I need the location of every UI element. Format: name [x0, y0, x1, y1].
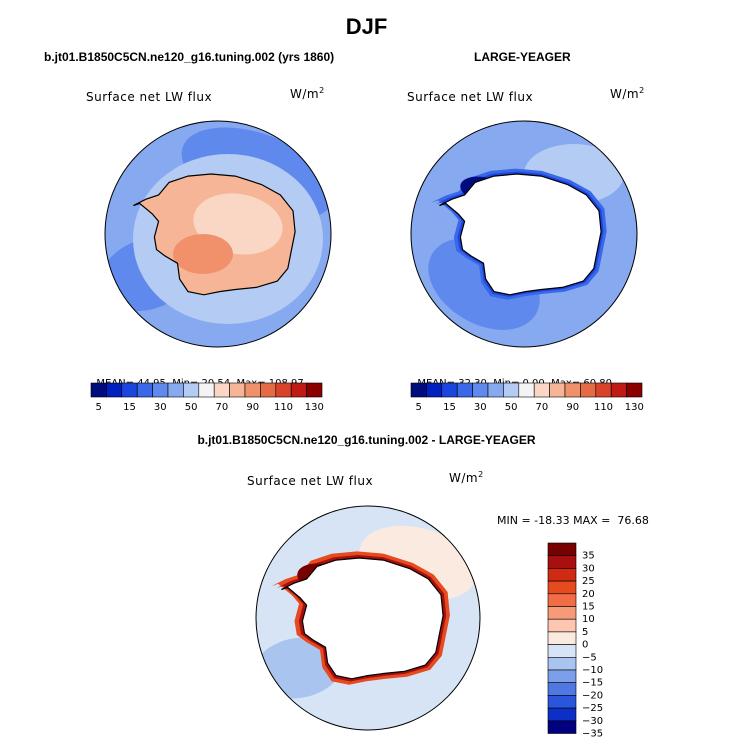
right-colorbar-tick-label: 50: [505, 402, 518, 413]
diff-colorbar-swatch: [547, 656, 577, 671]
right-colorbar-tick-label: 110: [594, 402, 613, 413]
left-panel-title: b.jt01.B1850C5CN.ne120_g16.tuning.002 (y…: [44, 50, 335, 64]
diff-colorbar-tick-label: 15: [582, 602, 595, 613]
left-map: [105, 121, 331, 347]
diff-colorbar-swatch: [547, 618, 577, 633]
diff-colorbar-tick-label: −25: [582, 703, 603, 714]
diff-antarctica-mask: [281, 557, 444, 680]
diff-colorbar-swatch: [547, 707, 577, 722]
right-colorbar-tick-label: 130: [625, 402, 644, 413]
diff-colorbar-tick-label: −15: [582, 678, 603, 689]
right-colorbar-swatch: [456, 382, 473, 398]
right-colorbar-swatch: [487, 382, 504, 398]
right-colorbar-swatch: [595, 382, 612, 398]
right-colorbar-swatch: [549, 382, 566, 398]
right-colorbar-swatch: [564, 382, 581, 398]
diff-units-label: W/m2: [449, 470, 484, 485]
right-colorbar-tick-label: 30: [474, 402, 487, 413]
page-title: DJF: [345, 14, 388, 39]
left-colorbar-tick-label: 50: [185, 402, 198, 413]
diff-colorbar-tick-label: 10: [582, 614, 595, 625]
diff-colorbar-tick-label: 0: [582, 640, 588, 651]
diff-colorbar-swatch: [547, 580, 577, 595]
left-colorbar-swatch: [121, 382, 138, 398]
left-colorbar-swatch: [306, 382, 323, 398]
diff-colorbar-tick-label: 30: [582, 563, 595, 574]
left-colorbar-swatch: [136, 382, 153, 398]
left-map-border: [104, 120, 332, 348]
right-colorbar-swatch: [518, 382, 535, 398]
left-colorbar-swatch: [260, 382, 277, 398]
diff-colorbar-swatch: [547, 720, 577, 734]
left-colorbar-swatch: [152, 382, 169, 398]
diff-colorbar-tick-label: −20: [582, 690, 603, 701]
right-colorbar-swatch: [626, 382, 643, 398]
right-antarctica-mask: [439, 173, 602, 296]
diff-map-border: [255, 505, 481, 731]
left-variable-label: Surface net LW flux: [86, 90, 213, 104]
right-colorbar-tick-label: 70: [536, 402, 549, 413]
right-colorbar-swatch: [426, 382, 443, 398]
left-colorbar-tick-label: 90: [246, 402, 259, 413]
right-colorbar-swatch: [441, 382, 458, 398]
diff-colorbar-tick-label: −30: [582, 716, 603, 727]
diff-colorbar-swatch: [547, 542, 577, 556]
left-coastline: [133, 173, 296, 296]
diff-colorbar-swatch: [547, 568, 577, 582]
diff-variable-label: Surface net LW flux: [247, 474, 374, 488]
diff-colorbar-tick-label: −35: [582, 729, 603, 740]
right-map-border: [410, 120, 638, 348]
right-colorbar-swatch: [610, 382, 627, 398]
left-colorbar-swatch: [90, 382, 107, 398]
diff-colorbar-tick-label: −5: [582, 652, 597, 663]
right-colorbar-tick-label: 5: [416, 402, 422, 413]
left-colorbar-swatch: [198, 382, 215, 398]
diff-colorbar-swatch: [547, 555, 577, 569]
right-panel-title: LARGE-YEAGER: [474, 50, 571, 64]
diff-colorbar-swatch: [547, 682, 577, 696]
left-warm-patch: [173, 234, 233, 274]
diff-colorbar-tick-label: −10: [582, 665, 603, 676]
left-colorbar-tick-label: 110: [274, 402, 293, 413]
diff-colorbar-swatch: [547, 631, 577, 645]
left-colorbar-swatch: [106, 382, 123, 398]
diff-colorbar-tick-label: 35: [582, 551, 595, 562]
left-colorbar-tick-label: 15: [123, 402, 136, 413]
diff-colorbar-tick-label: 5: [582, 627, 588, 638]
left-units-label: W/m2: [290, 86, 325, 101]
right-map: [411, 121, 637, 347]
left-colorbar-swatch: [244, 382, 261, 398]
diff-stats: MIN = -18.33 MAX = 76.68: [497, 514, 649, 527]
left-colorbar-swatch: [290, 382, 307, 398]
diff-colorbar-swatch: [547, 669, 577, 683]
right-units-label: W/m2: [610, 86, 645, 101]
right-colorbar-swatch: [580, 382, 597, 398]
left-colorbar-tick-label: 30: [154, 402, 167, 413]
diff-colorbar-swatch: [547, 593, 577, 607]
diff-colorbar-tick-label: 20: [582, 589, 595, 600]
right-colorbar-swatch: [503, 382, 520, 398]
right-colorbar-swatch: [533, 382, 550, 398]
diff-colorbar-swatch: [547, 606, 577, 620]
left-colorbar-tick-label: 130: [305, 402, 324, 413]
diff-colorbar-swatch: [547, 644, 577, 658]
right-variable-label: Surface net LW flux: [407, 90, 534, 104]
diff-colorbar-swatch: [547, 695, 577, 709]
right-colorbar-swatch: [410, 382, 427, 398]
right-colorbar-tick-label: 90: [566, 402, 579, 413]
left-colorbar-tick-label: 5: [96, 402, 102, 413]
diff-map: [256, 506, 480, 730]
right-colorbar-tick-label: 15: [443, 402, 456, 413]
left-colorbar-swatch: [213, 382, 230, 398]
left-colorbar-swatch: [167, 382, 184, 398]
left-colorbar-swatch: [275, 382, 292, 398]
left-colorbar-swatch: [183, 382, 200, 398]
left-colorbar-tick-label: 70: [216, 402, 229, 413]
right-colorbar-swatch: [472, 382, 489, 398]
diff-colorbar-tick-label: 25: [582, 576, 595, 587]
left-colorbar-swatch: [229, 382, 246, 398]
diff-panel-title: b.jt01.B1850C5CN.ne120_g16.tuning.002 - …: [197, 433, 536, 447]
